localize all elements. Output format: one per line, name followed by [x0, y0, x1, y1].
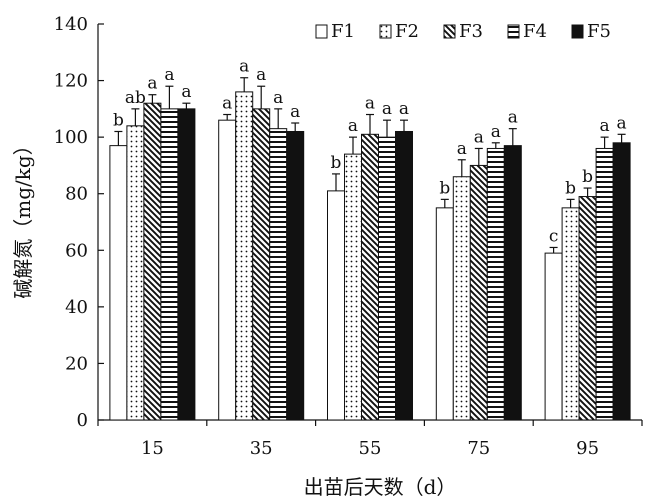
- significance-letter: a: [508, 108, 518, 128]
- bar: [269, 128, 288, 421]
- y-tick-label: 120: [54, 71, 88, 92]
- significance-letter: a: [600, 116, 610, 136]
- bar: [378, 136, 396, 421]
- x-tick-label: 75: [467, 438, 490, 459]
- bar: [561, 207, 580, 421]
- x-tick-label: 55: [359, 438, 382, 459]
- bar: [486, 147, 505, 421]
- significance-letter: a: [239, 57, 249, 77]
- bar: [435, 207, 454, 421]
- bar: [235, 91, 254, 421]
- bar: [612, 142, 631, 421]
- bar: [344, 153, 362, 421]
- legend-swatch: [571, 24, 584, 39]
- bar: [286, 130, 305, 421]
- bar: [544, 252, 563, 421]
- bar: [395, 130, 413, 421]
- significance-letter: a: [147, 74, 157, 94]
- y-tick-label: 60: [65, 240, 88, 261]
- significance-letter: a: [382, 99, 392, 119]
- bar: [160, 108, 179, 421]
- bar: [143, 102, 162, 421]
- significance-letter: c: [549, 226, 559, 246]
- significance-letter: a: [474, 127, 484, 147]
- bar: [595, 147, 614, 421]
- significance-letter: a: [617, 113, 627, 133]
- legend-swatch: [443, 24, 456, 39]
- bar: [177, 108, 196, 421]
- y-tick-label: 140: [54, 14, 88, 35]
- legend-label: F4: [523, 21, 547, 42]
- legend: F1 F2 F3 F4 F5: [315, 21, 611, 42]
- bar: [469, 164, 488, 421]
- significance-letter: a: [399, 99, 409, 119]
- legend-label: F3: [459, 21, 483, 42]
- legend-swatch: [379, 24, 392, 39]
- significance-letter: a: [290, 102, 300, 122]
- x-tick-label: 35: [250, 438, 273, 459]
- significance-letter: a: [365, 94, 375, 114]
- bar: [361, 133, 379, 421]
- y-axis-label: 碱解氮（mg/kg）: [11, 135, 35, 298]
- significance-letter: a: [256, 65, 266, 85]
- significance-letter: b: [331, 153, 342, 173]
- significance-letter: ab: [125, 88, 146, 108]
- bar: [327, 190, 345, 421]
- legend-swatch: [315, 24, 328, 39]
- significance-letter: a: [164, 65, 174, 85]
- significance-letter: a: [348, 116, 358, 136]
- significance-letter: b: [565, 178, 576, 198]
- bar: [578, 196, 597, 421]
- bar: [109, 145, 128, 421]
- legend-label: F1: [331, 21, 355, 42]
- y-tick-label: 20: [65, 353, 88, 374]
- legend-swatch: [507, 24, 520, 39]
- significance-letter: b: [113, 110, 124, 130]
- x-axis-label: 出苗后天数（d）: [304, 475, 457, 499]
- bar: [252, 108, 271, 421]
- x-tick-label: 95: [576, 438, 599, 459]
- x-tick-label: 15: [141, 438, 164, 459]
- significance-letter: a: [491, 122, 501, 142]
- significance-letter: a: [273, 88, 283, 108]
- bar: [452, 176, 471, 421]
- significance-letter: a: [457, 139, 467, 159]
- y-tick-label: 100: [54, 127, 88, 148]
- y-tick-label: 0: [77, 410, 88, 431]
- significance-letter: b: [439, 178, 450, 198]
- significance-letter: a: [222, 94, 232, 114]
- bar: [503, 145, 522, 421]
- bar: [218, 119, 237, 421]
- legend-label: F5: [587, 21, 611, 42]
- legend-label: F2: [395, 21, 419, 42]
- y-tick-label: 40: [65, 297, 88, 318]
- significance-letter: a: [181, 82, 191, 102]
- significance-letter: b: [582, 167, 593, 187]
- bar: [126, 125, 145, 421]
- y-tick-label: 80: [65, 184, 88, 205]
